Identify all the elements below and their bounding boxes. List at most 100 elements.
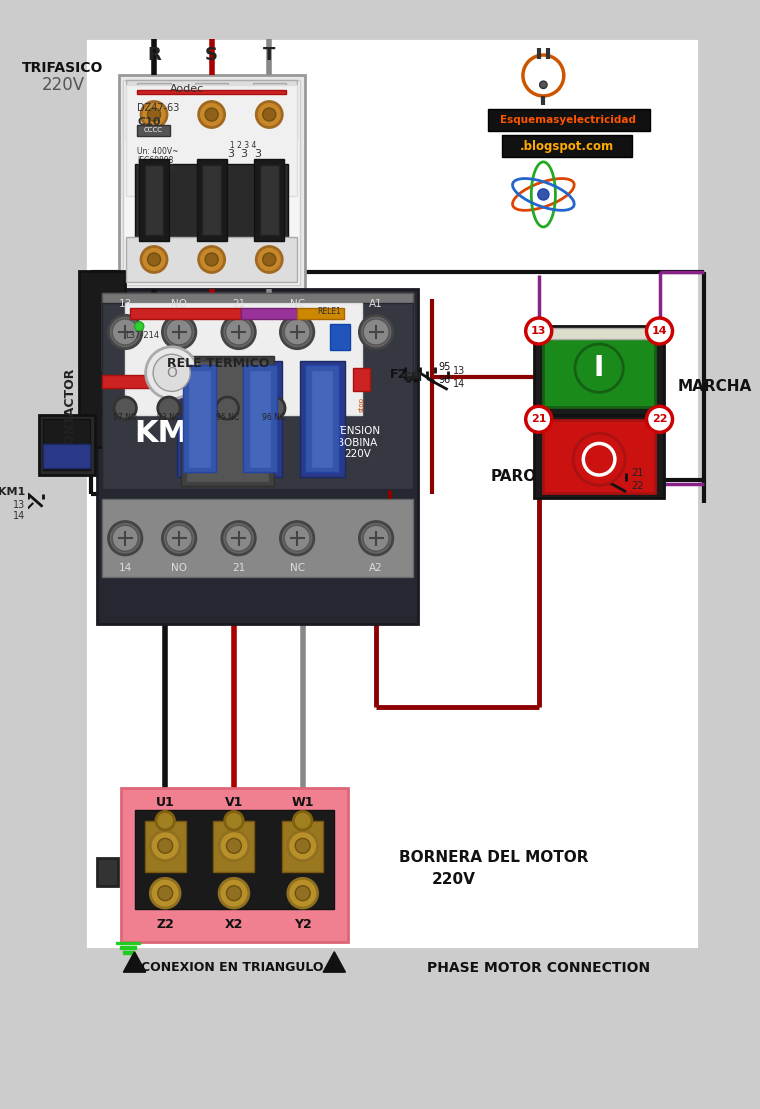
Circle shape — [526, 406, 552, 433]
Bar — [202, 165, 221, 235]
Text: 21: 21 — [531, 415, 546, 425]
Text: 13: 13 — [453, 366, 465, 376]
Text: RELE TERMICO: RELE TERMICO — [167, 357, 269, 370]
Bar — [177, 360, 222, 477]
Text: stop: stop — [358, 397, 364, 411]
Text: CONEXION EN TRIANGULO: CONEXION EN TRIANGULO — [141, 962, 323, 974]
Circle shape — [222, 521, 255, 554]
Bar — [102, 499, 413, 578]
Circle shape — [359, 315, 393, 348]
Text: 3: 3 — [241, 150, 248, 160]
Bar — [300, 360, 344, 477]
Text: 220V: 220V — [41, 75, 84, 94]
Text: 1 2 3 4: 1 2 3 4 — [230, 141, 257, 150]
Text: W1: W1 — [291, 795, 314, 808]
Polygon shape — [323, 952, 346, 973]
Text: 220V: 220V — [432, 872, 476, 887]
Circle shape — [141, 102, 167, 128]
Circle shape — [153, 354, 190, 391]
Circle shape — [256, 102, 282, 128]
Bar — [126, 80, 297, 141]
Text: 95: 95 — [439, 363, 451, 373]
Bar — [282, 821, 323, 872]
Bar — [144, 821, 185, 872]
Bar — [135, 810, 334, 909]
Bar — [116, 942, 140, 944]
Text: NO: NO — [171, 563, 187, 573]
Circle shape — [150, 878, 180, 908]
Bar — [238, 360, 282, 477]
Text: L37-214: L37-214 — [125, 332, 160, 340]
Text: SM: SM — [402, 372, 423, 384]
Text: DZ47-63: DZ47-63 — [138, 103, 179, 113]
Circle shape — [363, 526, 389, 551]
Bar — [97, 858, 118, 886]
Circle shape — [156, 812, 175, 830]
Bar — [123, 950, 133, 954]
Bar — [39, 415, 94, 475]
Text: KM1: KM1 — [0, 487, 25, 497]
Circle shape — [109, 315, 142, 348]
Bar — [183, 365, 217, 472]
Circle shape — [288, 831, 318, 861]
Bar — [195, 83, 228, 139]
Text: 22: 22 — [652, 415, 667, 425]
Circle shape — [226, 319, 252, 345]
Circle shape — [198, 246, 225, 273]
Circle shape — [109, 521, 142, 554]
Circle shape — [256, 246, 282, 273]
Bar — [502, 135, 632, 157]
Text: 3: 3 — [226, 150, 234, 160]
Circle shape — [147, 108, 160, 121]
Circle shape — [205, 108, 218, 121]
Circle shape — [219, 878, 249, 908]
Bar — [249, 370, 271, 468]
Bar — [135, 164, 288, 238]
Text: C10: C10 — [138, 116, 161, 126]
Bar — [130, 308, 242, 319]
Text: .blogspot.com: .blogspot.com — [520, 140, 613, 153]
Text: CONTACTOR: CONTACTOR — [63, 367, 76, 452]
Bar — [255, 159, 284, 241]
Text: Aodec: Aodec — [169, 84, 204, 94]
Bar — [306, 365, 339, 472]
Circle shape — [141, 246, 167, 273]
Bar — [534, 326, 664, 415]
Circle shape — [363, 319, 389, 345]
Circle shape — [114, 397, 136, 419]
Bar — [43, 419, 90, 470]
Bar — [543, 420, 655, 492]
Bar — [126, 237, 297, 282]
Circle shape — [158, 886, 173, 901]
Bar — [121, 788, 348, 942]
Text: R: R — [147, 47, 161, 64]
Text: 22: 22 — [632, 481, 644, 491]
Text: 93 NO: 93 NO — [157, 413, 181, 421]
Circle shape — [198, 102, 225, 128]
Circle shape — [147, 253, 160, 266]
Circle shape — [263, 253, 276, 266]
Text: 21: 21 — [232, 563, 245, 573]
Circle shape — [166, 526, 192, 551]
Text: IEC60898: IEC60898 — [138, 155, 174, 164]
Text: Y2: Y2 — [294, 918, 312, 932]
Circle shape — [158, 397, 180, 419]
Bar — [139, 159, 169, 241]
Circle shape — [296, 886, 310, 901]
Text: 21: 21 — [632, 468, 644, 478]
Bar — [138, 90, 286, 94]
Circle shape — [166, 319, 192, 345]
Circle shape — [284, 319, 310, 345]
Text: PARO: PARO — [490, 469, 537, 485]
Circle shape — [163, 521, 196, 554]
Bar — [97, 289, 418, 623]
Text: Z2: Z2 — [157, 918, 174, 932]
Text: 96: 96 — [439, 375, 451, 385]
Bar — [43, 445, 90, 468]
Text: F2: F2 — [390, 368, 407, 381]
Text: I: I — [594, 354, 604, 383]
Bar — [138, 83, 171, 139]
Circle shape — [575, 344, 623, 393]
Circle shape — [263, 397, 285, 419]
Bar — [144, 165, 163, 235]
